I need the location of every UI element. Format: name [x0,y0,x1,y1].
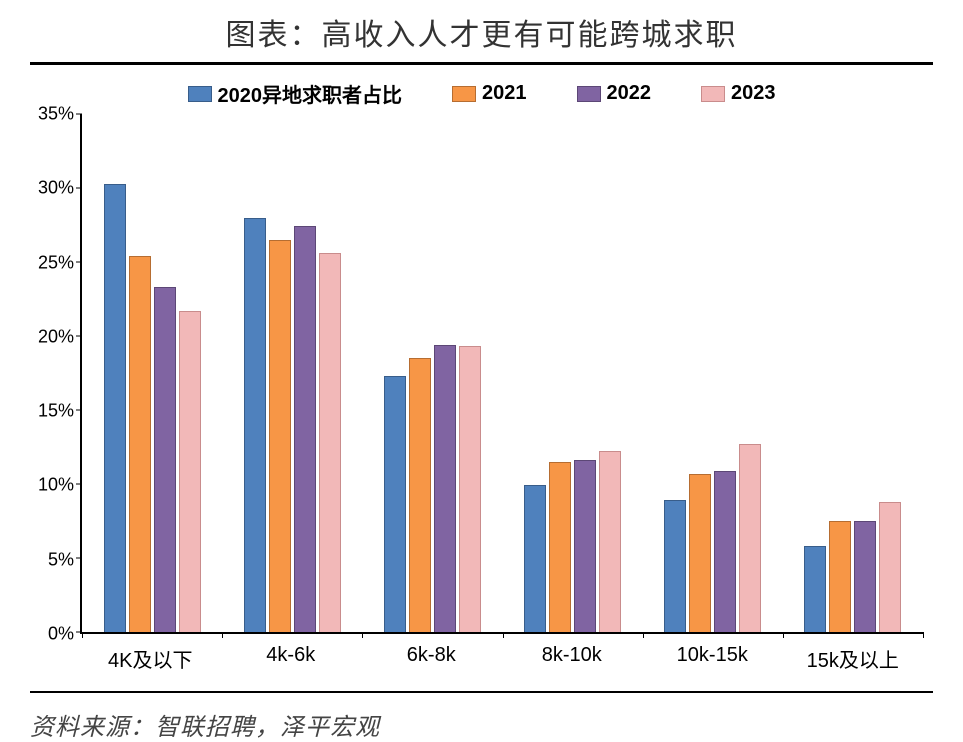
y-tick [76,188,82,189]
bar-group [783,114,923,632]
bar [829,521,851,632]
y-tick-label: 10% [38,475,74,496]
bar [689,474,711,632]
y-tick [76,262,82,263]
bar [244,218,266,632]
plot-inner [80,114,923,634]
x-axis-labels: 4K及以下4k-6k6k-8k8k-10k10k-15k15k及以上 [80,634,923,673]
y-tick-label: 15% [38,401,74,422]
legend: 2020异地求职者占比 2021 2022 2023 [30,65,933,114]
bar [854,521,876,632]
bar-group [222,114,362,632]
legend-item: 2023 [701,79,776,108]
bar [129,256,151,632]
x-tick-label: 4k-6k [221,634,362,673]
y-axis: 0%5%10%15%20%25%30%35% [30,114,78,634]
source-text: 资料来源：智联招聘，泽平宏观 [30,701,933,742]
x-tick [82,632,83,638]
legend-swatch [577,86,601,102]
bar [384,376,406,632]
bar [879,502,901,632]
y-tick-label: 25% [38,252,74,273]
legend-label: 2021 [482,82,527,105]
x-tick-label: 6k-8k [361,634,502,673]
bar [664,500,686,632]
bar-group [503,114,643,632]
x-tick [222,632,223,638]
bar [294,226,316,632]
y-tick [76,114,82,115]
legend-label: 2020异地求职者占比 [218,79,403,108]
x-tick [362,632,363,638]
bar [549,462,571,632]
legend-item: 2022 [577,79,652,108]
plot-area: 0%5%10%15%20%25%30%35% [80,114,923,634]
y-tick-label: 30% [38,178,74,199]
x-tick [783,632,784,638]
bar-group [82,114,222,632]
legend-swatch [452,86,476,102]
bar-group [643,114,783,632]
bar [179,311,201,632]
chart-container: 2020异地求职者占比202120222023 0%5%10%15%20%25%… [30,65,933,673]
bar [599,451,621,632]
legend-swatch [188,86,212,102]
y-tick [76,410,82,411]
y-tick [76,558,82,559]
bar [804,546,826,632]
bar [104,184,126,632]
legend-label: 2022 [607,82,652,105]
x-tick-label: 8k-10k [502,634,643,673]
bottom-rule [30,691,933,693]
bar [574,460,596,632]
legend-item: 2020异地求职者占比 [188,79,403,108]
bar [319,253,341,632]
chart-title: 图表：高收入人才更有可能跨城求职 [0,0,963,54]
page: 图表：高收入人才更有可能跨城求职 2020异地求职者占比 2021 2022 2023… [0,0,963,730]
x-tick-label: 15k及以上 [783,634,924,673]
y-tick-label: 35% [38,104,74,125]
bar [739,444,761,632]
bar [714,471,736,632]
bar-groups [82,114,923,632]
bar-group [362,114,502,632]
y-tick-label: 20% [38,326,74,347]
bar [269,240,291,632]
bar [459,346,481,632]
x-tick [643,632,644,638]
y-tick-label: 0% [48,624,74,645]
legend-swatch [701,86,725,102]
x-tick [923,632,924,638]
legend-label: 2023 [731,82,776,105]
y-tick [76,484,82,485]
x-tick [503,632,504,638]
bar [154,287,176,632]
bar [524,485,546,632]
x-tick-label: 4K及以下 [80,634,221,673]
bar [434,345,456,632]
y-tick-label: 5% [48,549,74,570]
y-tick [76,336,82,337]
legend-item: 2021 [452,79,527,108]
bar [409,358,431,632]
x-tick-label: 10k-15k [642,634,783,673]
